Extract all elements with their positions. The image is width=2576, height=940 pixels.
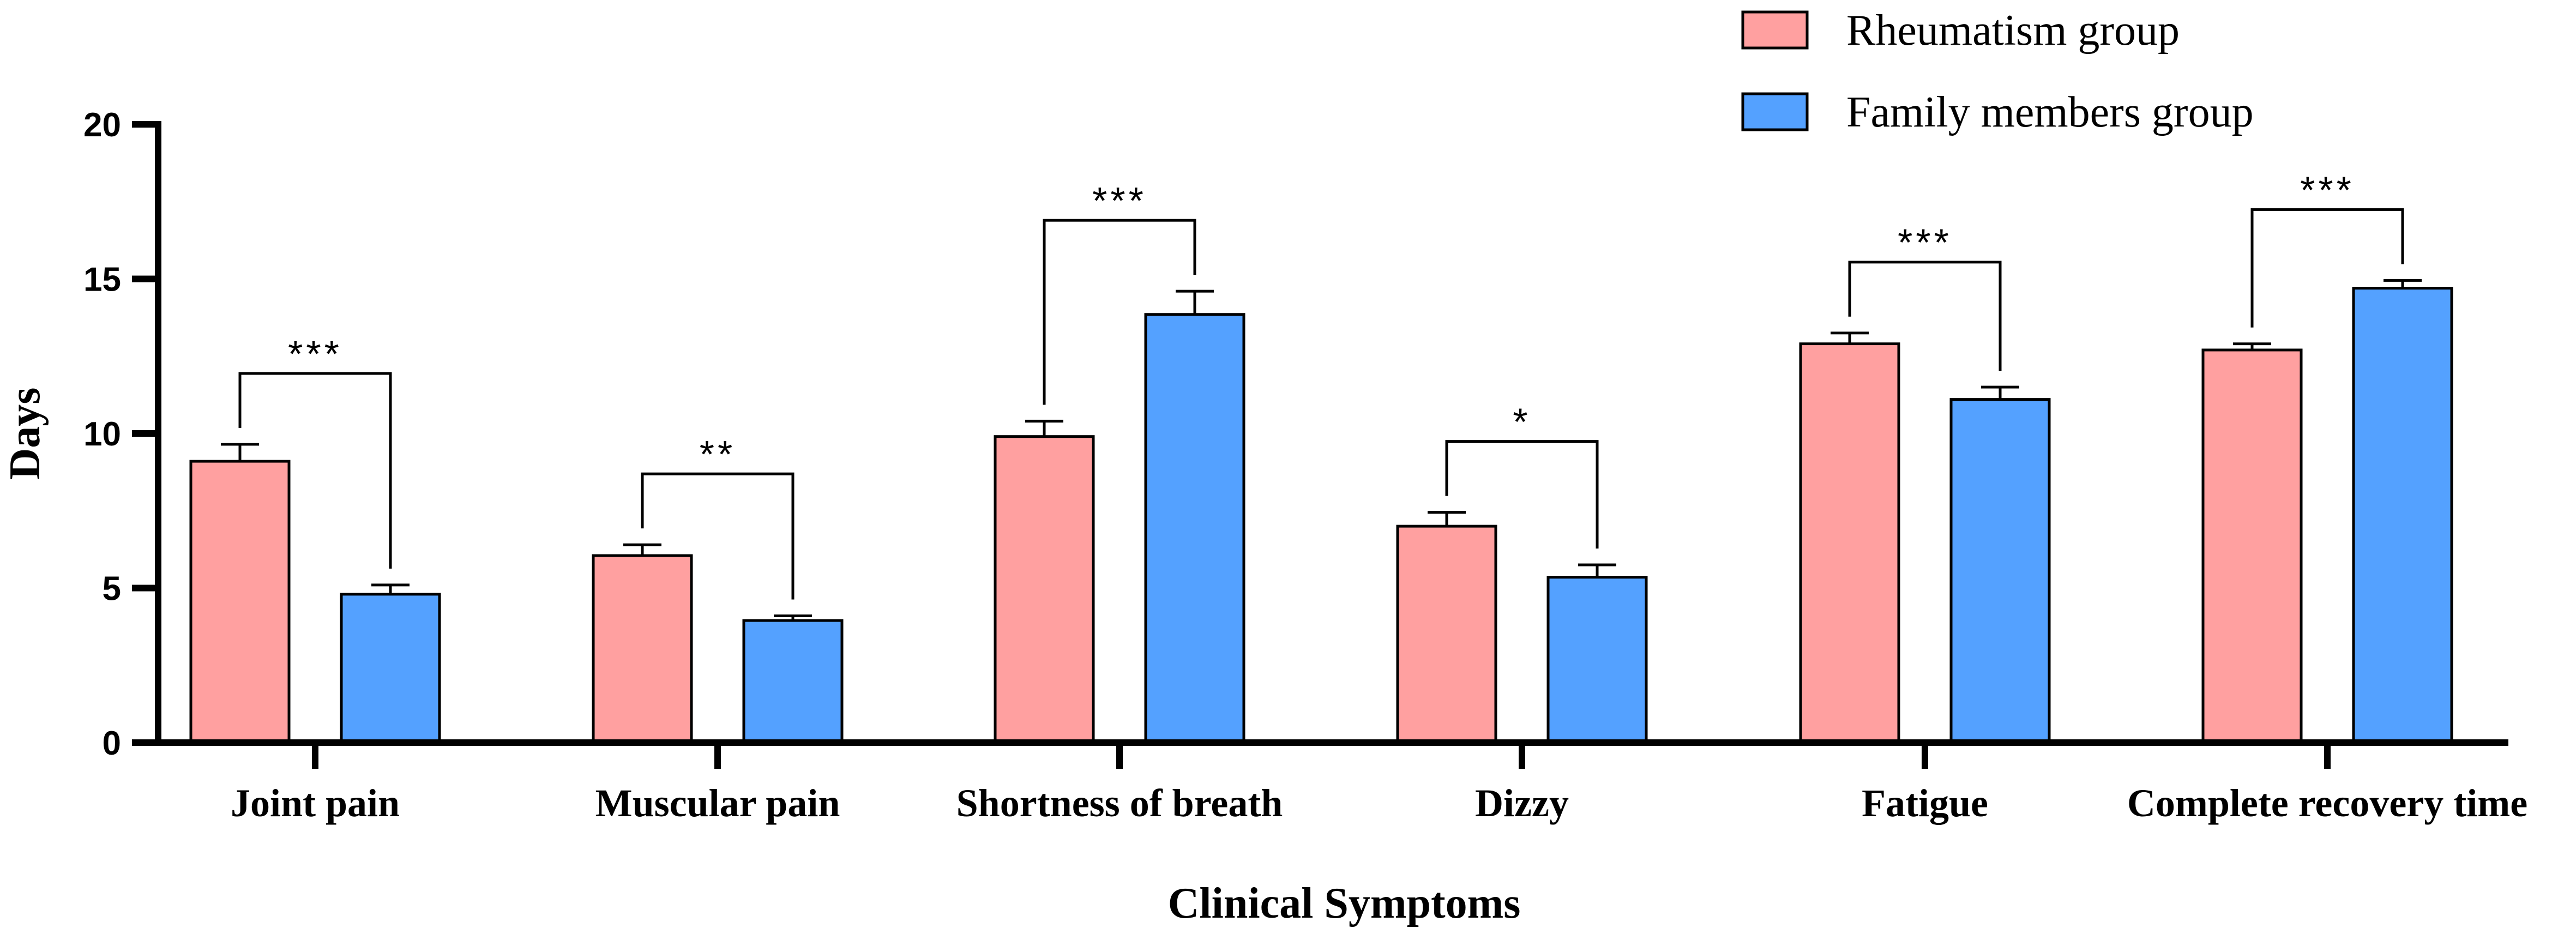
error-bars-layer — [221, 279, 2422, 621]
x-tick-label-2: Shortness of breath — [956, 781, 1283, 825]
significance-label-0: *** — [288, 333, 342, 375]
bar-rheumatism-3 — [1396, 525, 1497, 744]
bar-rheumatism-4 — [1799, 342, 1900, 744]
legend: Rheumatism group Family members group — [1741, 7, 2254, 136]
y-tick-label-4: 20 — [83, 106, 121, 144]
y-tick-label-1: 5 — [103, 570, 121, 608]
labels-layer: Joint pain Muscular pain Shortness of brea… — [1, 106, 2527, 927]
significance-bracket-5 — [2250, 208, 2404, 328]
x-tick-label-0: Joint pain — [231, 781, 400, 825]
bar-family-0 — [340, 593, 441, 744]
axes-layer — [132, 121, 2508, 769]
x-tick-label-3: Dizzy — [1475, 781, 1569, 825]
significance-label-5: *** — [2300, 168, 2355, 211]
significance-bracket-3 — [1445, 440, 1599, 549]
bar-rheumatism-2 — [994, 435, 1095, 744]
significance-label-3: * — [1513, 401, 1531, 443]
legend-label-1: Family members group — [1846, 88, 2254, 136]
bar-family-3 — [1546, 576, 1648, 744]
significance-label-2: *** — [1092, 179, 1147, 222]
bar-rheumatism-0 — [189, 460, 291, 744]
bar-rheumatism-1 — [592, 554, 693, 744]
legend-label-0: Rheumatism group — [1846, 7, 2180, 55]
significance-layer: *************** — [238, 168, 2404, 600]
significance-label-4: *** — [1898, 221, 1952, 264]
y-axis-title: Days — [1, 388, 49, 480]
y-tick-label-3: 15 — [83, 261, 121, 299]
significance-bracket-2 — [1043, 219, 1196, 405]
bars-layer — [189, 287, 2453, 744]
y-tick-label-2: 10 — [83, 415, 121, 453]
significance-bracket-1 — [641, 472, 795, 600]
bar-family-2 — [1144, 313, 1245, 744]
legend-swatch-1 — [1741, 92, 1809, 131]
x-axis-title: Clinical Symptoms — [1168, 879, 1521, 927]
significance-label-1: ** — [700, 433, 736, 475]
bar-family-5 — [2352, 287, 2453, 744]
legend-swatch-0 — [1741, 10, 1809, 50]
significance-bracket-0 — [238, 372, 392, 569]
significance-bracket-4 — [1848, 261, 2002, 371]
y-tick-label-0: 0 — [103, 725, 121, 762]
bar-rheumatism-5 — [2201, 348, 2303, 744]
bar-family-1 — [742, 619, 844, 744]
x-tick-label-1: Muscular pain — [595, 781, 840, 825]
x-tick-label-4: Fatigue — [1862, 781, 1988, 825]
bar-family-4 — [1949, 398, 2051, 744]
x-tick-label-5: Complete recovery time — [2127, 781, 2527, 825]
